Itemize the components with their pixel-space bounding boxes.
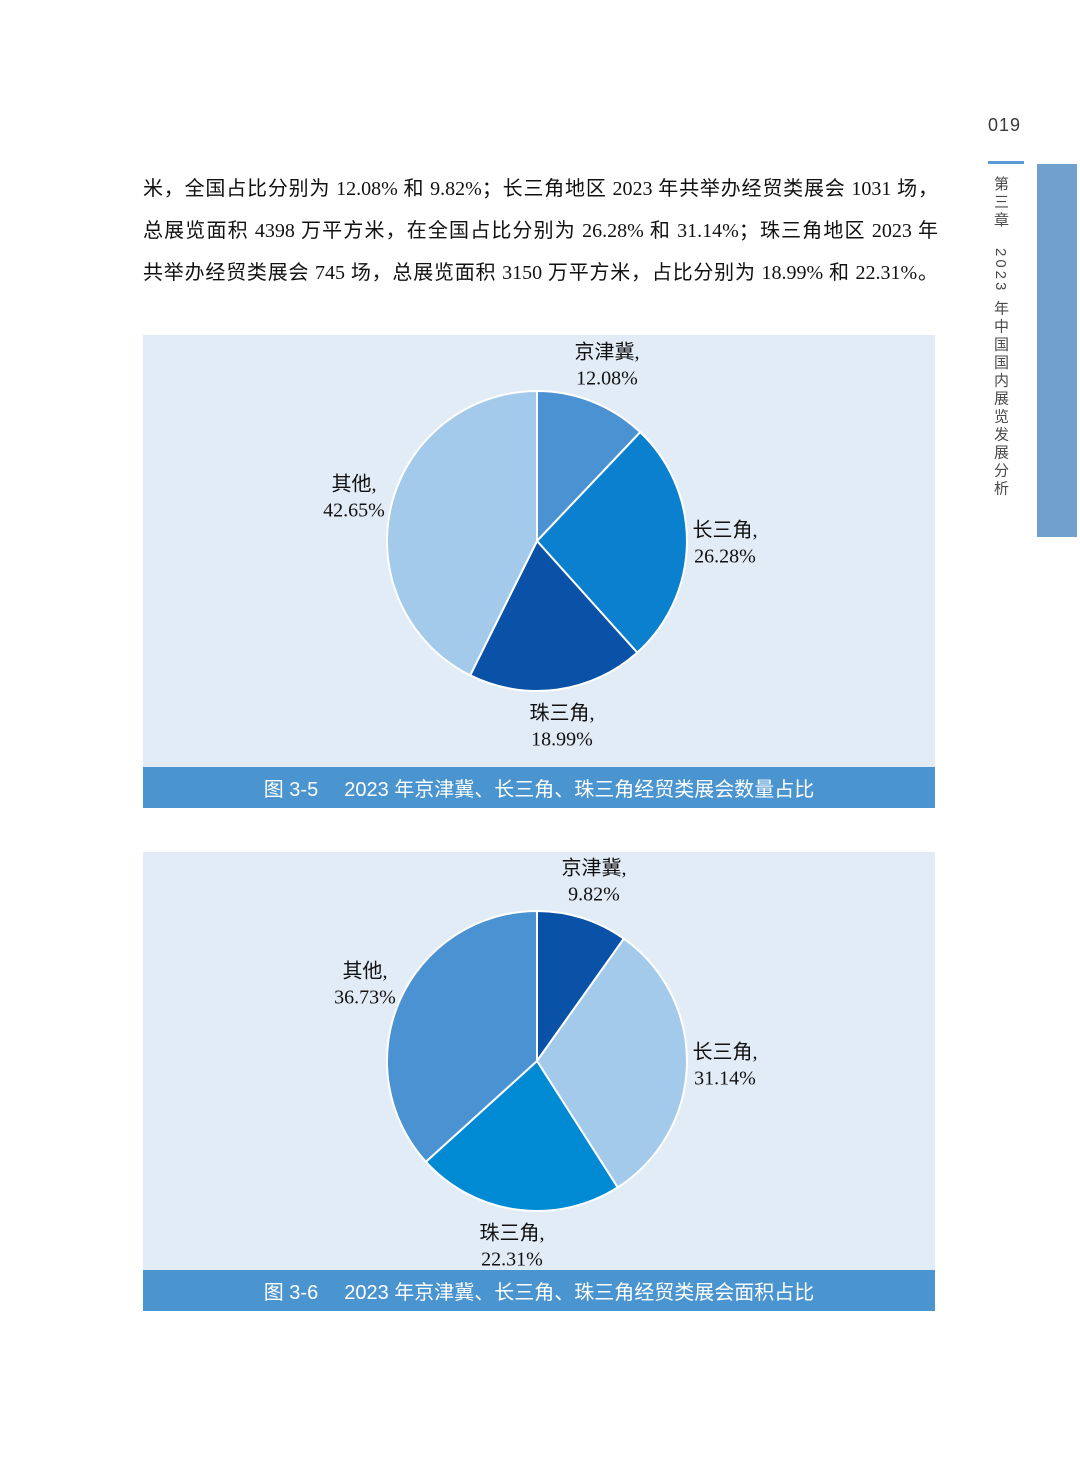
paragraph-line: 米，全国占比分别为 12.08% 和 9.82%；长三角地区 2023 年共举办…	[143, 178, 938, 200]
figure-label: 图 3-6	[263, 1282, 319, 1304]
pie-slice-长三角	[536, 937, 688, 1189]
body-paragraph: 米，全国占比分别为 12.08% 和 9.82%；长三角地区 2023 年共举办…	[143, 168, 938, 294]
chapter-accent-bar	[1037, 164, 1077, 537]
pie-svg	[386, 390, 688, 692]
figure-title: 2023 年京津冀、长三角、珠三角经贸类展会面积占比	[344, 1282, 815, 1304]
pie-label-珠三角: 珠三角, 18.99%	[529, 702, 595, 751]
pie-chart-count-share: 京津冀, 12.08% 长三角, 26.28% 珠三角, 18.99% 其他, 42.65%	[143, 335, 935, 767]
figure-caption-bar: 图 3-5 2023 年京津冀、长三角、珠三角经贸类展会数量占比	[143, 767, 935, 808]
pie-label-珠三角: 珠三角, 22.31%	[479, 1222, 545, 1271]
pie-slice-珠三角	[469, 540, 639, 692]
chapter-sidebar-title: 第三章 2023 年中国国内展览发展分析	[992, 176, 1009, 499]
pie-svg	[385, 910, 688, 1212]
pie-label-京津冀: 京津冀, 9.82%	[561, 857, 627, 906]
figure-label: 图 3-5	[263, 779, 319, 801]
figure-3-6-panel: 京津冀, 9.82% 长三角, 31.14% 珠三角, 22.31% 其他, 36.73% 图…	[143, 852, 935, 1311]
pie-label-长三角: 长三角, 31.14%	[692, 1041, 758, 1090]
pie-slice-长三角	[536, 431, 688, 654]
pie-slice-其他	[386, 390, 538, 677]
page-number-rule	[988, 161, 1024, 164]
pie-chart-area-share: 京津冀, 9.82% 长三角, 31.14% 珠三角, 22.31% 其他, 36.73%	[143, 852, 935, 1271]
pie-label-京津冀: 京津冀, 12.08%	[574, 341, 640, 390]
pie-slice-珠三角	[424, 1060, 619, 1212]
pie-label-长三角: 长三角, 26.28%	[692, 519, 758, 568]
pie-slice-京津冀	[536, 910, 625, 1062]
figure-title: 2023 年京津冀、长三角、珠三角经贸类展会数量占比	[344, 779, 815, 801]
paragraph-line: 总展览面积 4398 万平方米，在全国占比分别为 26.28% 和 31.14%…	[143, 220, 938, 242]
figure-3-5-panel: 京津冀, 12.08% 长三角, 26.28% 珠三角, 18.99% 其他, 42.65% …	[143, 335, 935, 808]
paragraph-line: 共举办经贸类展会 745 场，总展览面积 3150 万平方米，占比分别为 18.…	[143, 262, 938, 284]
pie-label-其他: 其他, 36.73%	[334, 960, 396, 1009]
pie-label-其他: 其他, 42.65%	[323, 473, 385, 522]
figure-caption-bar: 图 3-6 2023 年京津冀、长三角、珠三角经贸类展会面积占比	[143, 1270, 935, 1311]
pie-slice-其他	[385, 910, 538, 1163]
page-number: 019	[988, 115, 1022, 135]
pie-slice-京津冀	[536, 390, 642, 542]
